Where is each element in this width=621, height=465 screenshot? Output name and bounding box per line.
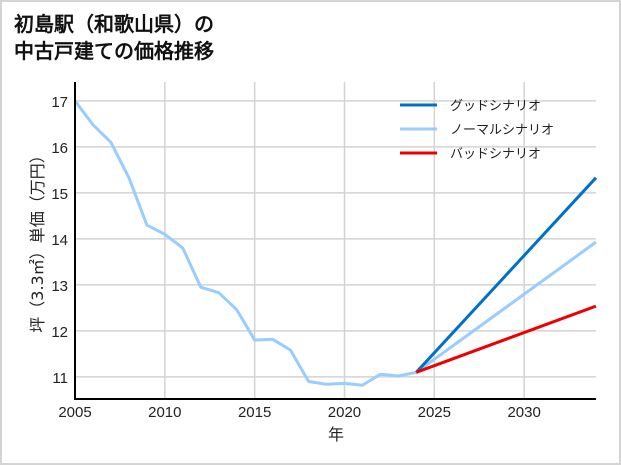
x-tick-label: 2015: [238, 404, 271, 421]
series-line: [73, 99, 597, 387]
x-tick-label: 2025: [418, 404, 451, 421]
chart-title: 初島駅（和歌山県）の 中古戸建ての価格推移: [14, 11, 214, 65]
y-tick-label: 12: [51, 324, 68, 341]
y-tick-label: 14: [51, 232, 68, 249]
x-tick-label: 2020: [328, 404, 361, 421]
y-tick-label: 15: [51, 186, 68, 203]
series-line: [415, 176, 598, 374]
y-tick-label: 11: [52, 370, 68, 387]
legend-label: グッドシナリオ: [450, 99, 541, 114]
x-axis-label: 年: [328, 425, 344, 444]
x-axis-ticks: 2005 2010 2015 2020 2025 2030: [58, 404, 541, 421]
data-series: [73, 99, 598, 387]
axes: [74, 82, 596, 400]
series-line: [415, 304, 597, 374]
x-tick-label: 2030: [507, 404, 540, 421]
legend-label: ノーマルシナリオ: [450, 123, 554, 138]
y-axis-ticks: 11 12 13 14 15 16 17: [51, 94, 68, 387]
y-tick-label: 13: [51, 278, 68, 295]
y-tick-label: 16: [51, 140, 68, 157]
y-axis-label: 坪（3.3㎡）単価（万円）: [28, 147, 47, 332]
chart-title-line2: 中古戸建ての価格推移: [14, 39, 214, 63]
legend-label: バッドシナリオ: [450, 147, 541, 162]
x-tick-label: 2005: [58, 404, 91, 421]
y-tick-label: 17: [51, 94, 68, 111]
x-tick-label: 2010: [148, 404, 181, 421]
chart-title-line1: 初島駅（和歌山県）の: [14, 12, 214, 36]
